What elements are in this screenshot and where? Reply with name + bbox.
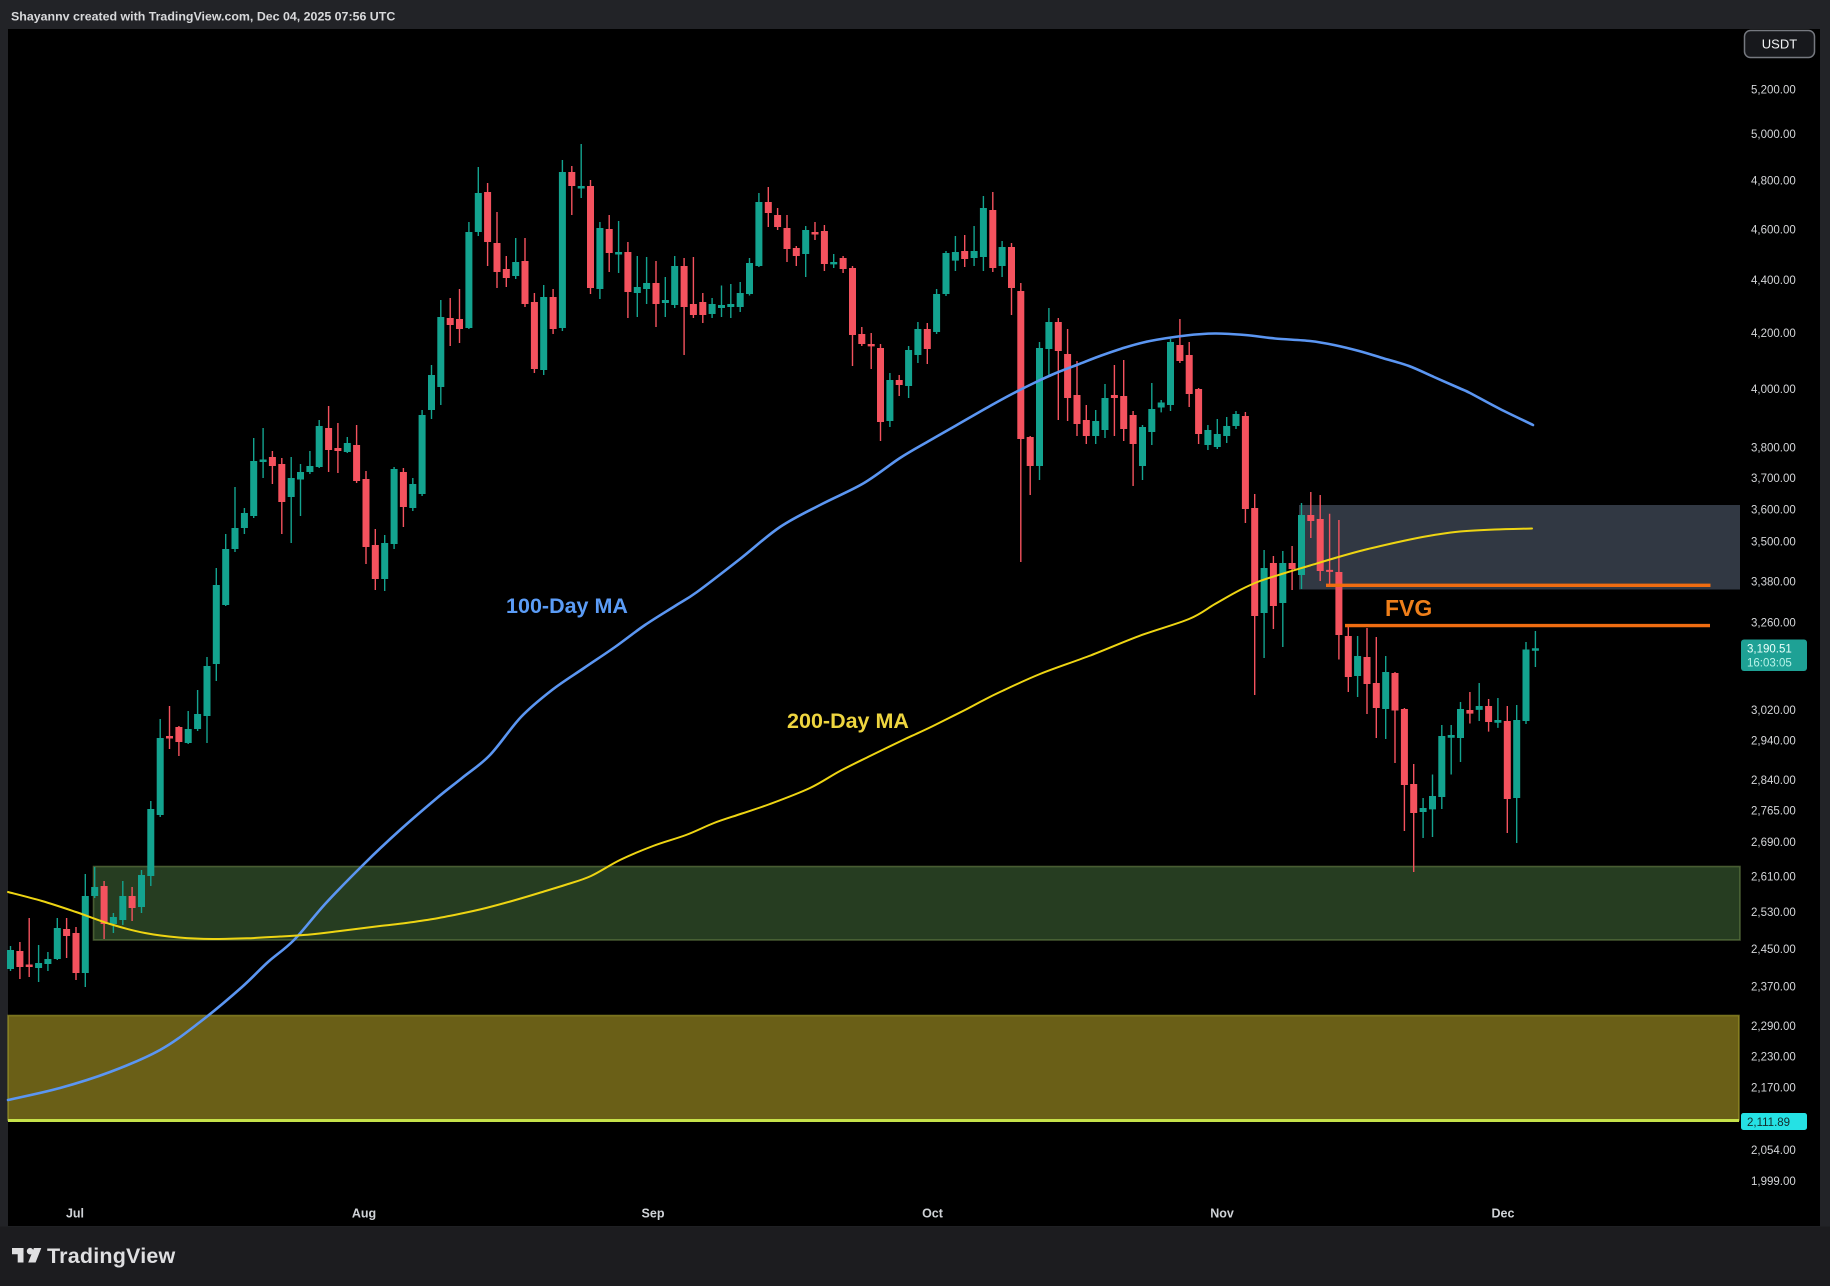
svg-text:3,020.00: 3,020.00	[1751, 705, 1796, 717]
svg-text:2,054.00: 2,054.00	[1751, 1145, 1796, 1157]
svg-text:Oct: Oct	[922, 1207, 944, 1221]
svg-text:3,500.00: 3,500.00	[1751, 537, 1796, 549]
svg-text:2,230.00: 2,230.00	[1751, 1051, 1796, 1063]
svg-text:2,111.89: 2,111.89	[1747, 1117, 1790, 1129]
svg-text:200-Day MA: 200-Day MA	[787, 709, 909, 733]
svg-text:3,600.00: 3,600.00	[1751, 504, 1796, 516]
svg-text:2,530.00: 2,530.00	[1751, 907, 1796, 919]
svg-text:Shayannv created with TradingV: Shayannv created with TradingView.com, D…	[11, 10, 395, 24]
svg-text:2,450.00: 2,450.00	[1751, 944, 1796, 956]
svg-text:2,290.00: 2,290.00	[1751, 1021, 1796, 1033]
svg-text:TradingView: TradingView	[47, 1244, 176, 1268]
svg-text:2,940.00: 2,940.00	[1751, 736, 1796, 748]
svg-text:1,999.00: 1,999.00	[1751, 1176, 1796, 1188]
svg-text:USDT: USDT	[1762, 37, 1797, 52]
svg-text:2,170.00: 2,170.00	[1751, 1082, 1796, 1094]
svg-text:3,190.51: 3,190.51	[1747, 644, 1792, 656]
svg-text:16:03:05: 16:03:05	[1747, 658, 1792, 670]
svg-text:Aug: Aug	[352, 1207, 376, 1221]
svg-text:Dec: Dec	[1492, 1207, 1515, 1221]
svg-text:100-Day MA: 100-Day MA	[506, 594, 628, 618]
svg-text:3,380.00: 3,380.00	[1751, 576, 1796, 588]
svg-text:4,400.00: 4,400.00	[1751, 275, 1796, 287]
svg-text:2,610.00: 2,610.00	[1751, 872, 1796, 884]
svg-text:4,000.00: 4,000.00	[1751, 384, 1796, 396]
svg-text:2,690.00: 2,690.00	[1751, 837, 1796, 849]
svg-text:Jul: Jul	[66, 1207, 84, 1221]
svg-text:3,260.00: 3,260.00	[1751, 618, 1796, 630]
svg-text:Nov: Nov	[1210, 1207, 1234, 1221]
svg-text:2,765.00: 2,765.00	[1751, 806, 1796, 818]
svg-text:FVG: FVG	[1385, 595, 1432, 621]
svg-text:Sep: Sep	[642, 1207, 665, 1221]
svg-text:2,840.00: 2,840.00	[1751, 775, 1796, 787]
svg-text:4,800.00: 4,800.00	[1751, 176, 1796, 188]
svg-text:5,000.00: 5,000.00	[1751, 129, 1796, 141]
svg-text:5,200.00: 5,200.00	[1751, 84, 1796, 96]
svg-text:4,600.00: 4,600.00	[1751, 224, 1796, 236]
svg-text:4,200.00: 4,200.00	[1751, 328, 1796, 340]
svg-text:2,370.00: 2,370.00	[1751, 982, 1796, 994]
svg-text:3,700.00: 3,700.00	[1751, 473, 1796, 485]
svg-text:3,800.00: 3,800.00	[1751, 443, 1796, 455]
